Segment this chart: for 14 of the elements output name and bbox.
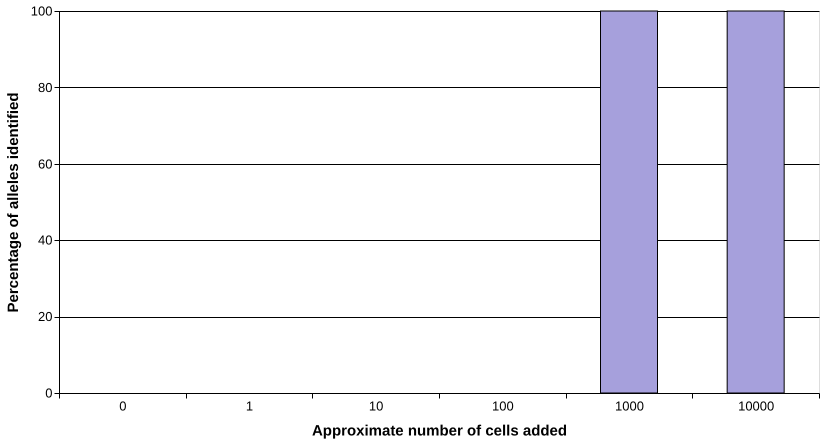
y-tick-label: 60 [38,156,52,172]
x-tick-label: 100 [492,398,514,414]
y-tick-label: 100 [30,4,52,18]
x-tick-label: 10000 [738,398,774,414]
x-tick-label: 10 [368,398,384,414]
y-tick-label: 20 [38,309,52,324]
y-axis-title: Percentage of alleles identified [4,92,22,313]
x-tick-label: 1 [246,398,254,414]
y-tick-label: 40 [38,232,52,248]
y-tick-label: 0 [45,386,52,400]
x-axis-title: Approximate number of cells added [312,422,568,440]
y-tick-label: 80 [38,80,52,95]
x-tick-label: 1000 [615,398,644,414]
x-tick-label: 0 [119,398,126,414]
